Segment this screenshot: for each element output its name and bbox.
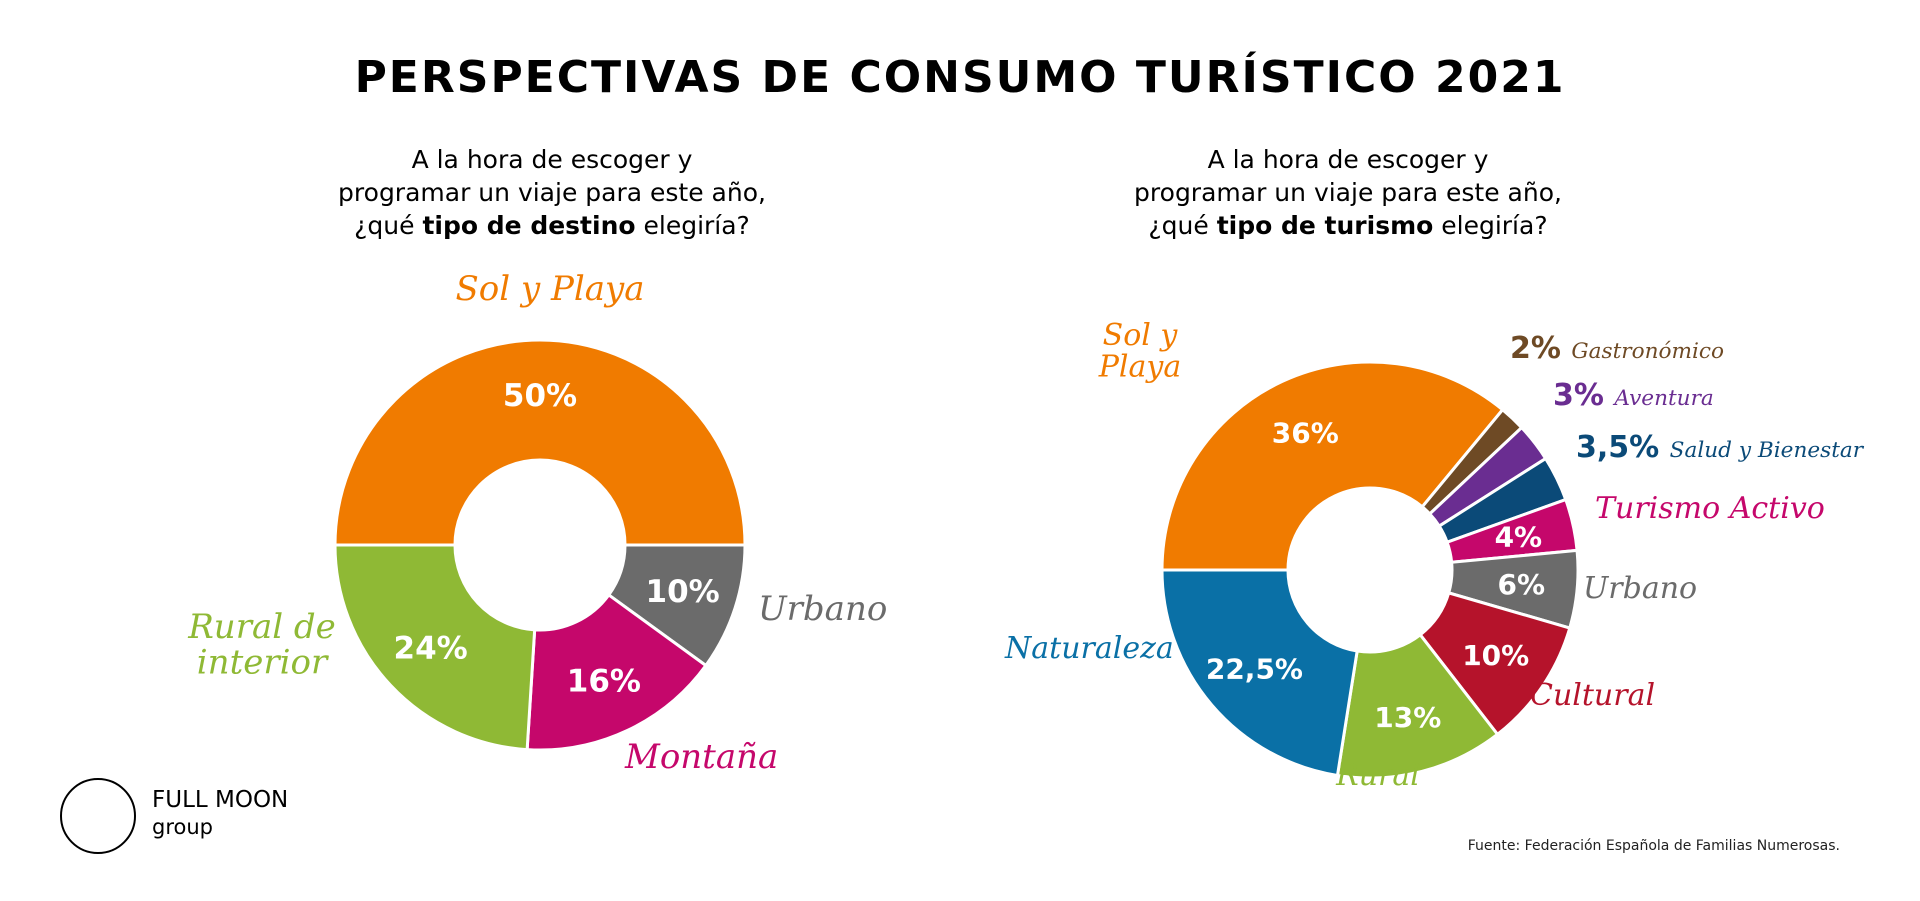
source-note: Fuente: Federación Española de Familias … (1467, 838, 1840, 854)
chart2-slice-label-7: 13% (1374, 701, 1441, 734)
chart2-category-label-0: Sol y Playa (1098, 318, 1182, 385)
chart2-question-line2: programar un viaje para este año, (1134, 178, 1562, 207)
svg-text:Montaña: Montaña (624, 737, 778, 777)
chart2-slice-0 (1160, 360, 1505, 572)
chart1-slice-2 (525, 592, 708, 752)
chart2-question: A la hora de escoger y programar un viaj… (1068, 143, 1628, 242)
chart2-question-bold: tipo de turismo (1216, 211, 1434, 240)
chart2-slice-label-0: 36% (1272, 416, 1339, 449)
svg-text:3% Aventura: 3% Aventura (1553, 378, 1714, 413)
chart2-question-post: elegiría? (1433, 211, 1548, 240)
chart2-category-label-6: Cultural (1530, 678, 1655, 713)
svg-text:Turismo Activo: Turismo Activo (1595, 491, 1825, 526)
chart2-category-label-8: Naturaleza (1004, 631, 1174, 666)
chart1-question-post: elegiría? (635, 211, 750, 240)
page-title: PERSPECTIVAS DE CONSUMO TURÍSTICO 2021 (354, 52, 1566, 103)
chart2-slice-label-6: 10% (1462, 639, 1529, 672)
chart2-category-label-1: 2% Gastronómico (1510, 331, 1724, 366)
chart2-slice-7 (1335, 632, 1500, 780)
chart2-question-line1: A la hora de escoger y (1207, 145, 1489, 174)
svg-text:Urbano: Urbano (758, 589, 887, 629)
chart1-slice-label-3: 24% (394, 631, 468, 667)
chart2-category-label-3: 3,5% Salud y Bienestar (1576, 430, 1865, 465)
chart1-slice-label-1: 10% (646, 574, 720, 610)
svg-text:2% Gastronómico: 2% Gastronómico (1510, 331, 1724, 366)
svg-text:Rural: Rural (1335, 758, 1420, 793)
chart1-question-line2: programar un viaje para este año, (338, 178, 766, 207)
chart1-category-label-3: Rural de interior (187, 607, 336, 683)
chart1-category-label-1: Urbano (758, 589, 887, 629)
chart2-category-label-5: Urbano (1583, 571, 1697, 606)
chart1-question: A la hora de escoger y programar un viaj… (272, 143, 832, 242)
chart1-slice-label-0: 50% (503, 378, 577, 414)
chart2-question-pre: ¿qué (1148, 211, 1217, 240)
chart2-category-label-2: 3% Aventura (1553, 378, 1714, 413)
chart1-question-line3: ¿qué tipo de destino elegiría? (272, 209, 832, 242)
chart1-question-line1: A la hora de escoger y (411, 145, 693, 174)
chart1-slice-label-2: 16% (567, 664, 641, 700)
logo-subname: group (152, 815, 213, 839)
chart2-category-label-7: Rural (1335, 758, 1420, 793)
chart1-category-label-2: Montaña (624, 737, 778, 777)
chart1-slice-3 (333, 543, 537, 752)
chart2-category-label-4: Turismo Activo (1595, 491, 1825, 526)
logo-name: FULL MOON (152, 787, 289, 813)
chart1-category-label-0: Sol y Playa (456, 269, 645, 309)
svg-text:Urbano: Urbano (1583, 571, 1697, 606)
chart2-slice-8 (1160, 568, 1359, 778)
chart1-slice-0 (333, 338, 747, 547)
chart2-slice-label-5: 6% (1498, 568, 1546, 601)
svg-text:3,5% Salud y Bienestar: 3,5% Salud y Bienestar (1576, 430, 1865, 465)
logo-circle-icon (60, 778, 136, 854)
chart1-question-pre: ¿qué (354, 211, 423, 240)
svg-text:Naturaleza: Naturaleza (1004, 631, 1174, 666)
chart2-slice-label-4: 4% (1495, 521, 1543, 554)
svg-text:Sol y Playa: Sol y Playa (456, 269, 645, 309)
chart2-question-line3: ¿qué tipo de turismo elegiría? (1068, 209, 1628, 242)
chart2-slice-label-8: 22,5% (1206, 653, 1303, 686)
svg-text:Cultural: Cultural (1530, 678, 1655, 713)
chart1-question-bold: tipo de destino (422, 211, 636, 240)
